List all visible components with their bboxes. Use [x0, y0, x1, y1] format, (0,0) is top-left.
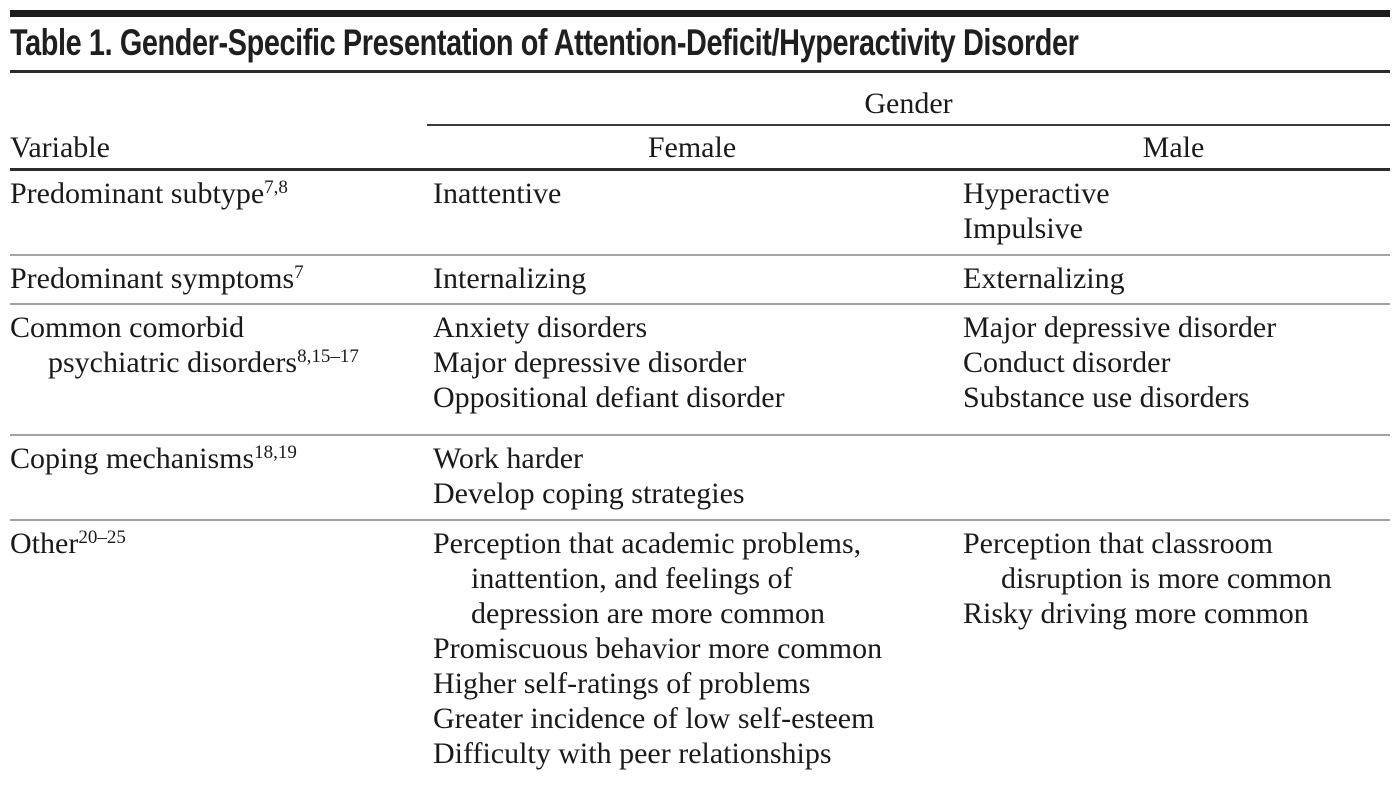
line-text: Predominant symptoms	[10, 262, 295, 295]
line-text: Common comorbid	[10, 311, 245, 344]
variable-cell: Common comorbid psychiatric disorders8,15…	[10, 305, 427, 434]
line-text: Promiscuous behavior more common	[433, 632, 883, 665]
line-text: Anxiety disorders	[433, 311, 648, 344]
cell-line: Predominant symptoms7	[10, 261, 427, 296]
cell-line: inattention, and feelings of	[433, 561, 957, 596]
line-text: Predominant subtype	[10, 177, 265, 210]
table-title: Table 1. Gender-Specific Presentation of…	[10, 22, 1079, 63]
cell-line: Anxiety disorders	[433, 310, 957, 345]
table-row: Predominant subtype7,8 Inattentive Hyperac…	[10, 171, 1390, 254]
cell-line: Develop coping strategies	[433, 476, 957, 511]
cell-line: disruption is more common	[963, 561, 1390, 596]
female-cell: Perception that academic problems, inatte…	[427, 521, 957, 788]
cell-line: Conduct disorder	[963, 345, 1390, 380]
table-row: Common comorbid psychiatric disorders8,15…	[10, 303, 1390, 434]
line-text: Externalizing	[963, 262, 1125, 295]
column-header-female: Female	[647, 131, 737, 164]
reference-superscript: 18,19	[254, 442, 297, 464]
column-header-variable: Variable	[10, 131, 110, 164]
table-title-block: Table 1. Gender-Specific Presentation of…	[10, 17, 1390, 73]
cell-line: Greater incidence of low self-esteem	[433, 701, 957, 736]
line-text: Perception that classroom	[963, 527, 1273, 560]
female-cell: Work harder Develop coping strategies	[427, 436, 957, 519]
cell-line: psychiatric disorders8,15–17	[10, 345, 427, 380]
table-body: Predominant subtype7,8 Inattentive Hyperac…	[10, 171, 1390, 788]
line-text: Work harder	[433, 442, 584, 475]
cell-line: Externalizing	[963, 261, 1390, 296]
female-cell: Inattentive	[427, 171, 957, 254]
reference-superscript: 7,8	[264, 177, 288, 199]
variable-cell: Predominant symptoms7	[10, 256, 427, 303]
line-text: Impulsive	[963, 212, 1083, 245]
line-text: Major depressive disorder	[963, 311, 1277, 344]
line-text: Internalizing	[433, 262, 587, 295]
male-cell	[957, 436, 1390, 519]
cell-line: Promiscuous behavior more common	[433, 631, 957, 666]
line-text: Perception that academic problems,	[433, 527, 862, 560]
spanner-spacer	[10, 73, 427, 126]
cell-line: Internalizing	[433, 261, 957, 296]
line-text: Difficulty with peer relationships	[433, 737, 832, 770]
cell-line: Substance use disorders	[963, 380, 1390, 415]
line-text: inattention, and feelings of	[471, 562, 793, 595]
table-row: Predominant symptoms7 Internalizing Extern…	[10, 254, 1390, 303]
line-text: Coping mechanisms	[10, 442, 255, 475]
line-text: Hyperactive	[963, 177, 1110, 210]
cell-line: Predominant subtype7,8	[10, 176, 427, 211]
line-text: Major depressive disorder	[433, 346, 747, 379]
cell-line: Hyperactive	[963, 176, 1390, 211]
cell-line: Inattentive	[433, 176, 957, 211]
cell-line: Impulsive	[963, 211, 1390, 246]
spanner-row: Gender	[10, 73, 1390, 126]
female-cell: Internalizing	[427, 256, 957, 303]
variable-cell: Predominant subtype7,8	[10, 171, 427, 254]
line-text: Risky driving more common	[963, 597, 1309, 630]
reference-superscript: 20–25	[78, 527, 126, 549]
cell-line: Higher self-ratings of problems	[433, 666, 957, 701]
cell-line: Work harder	[433, 441, 957, 476]
cell-line: Difficulty with peer relationships	[433, 736, 957, 771]
line-text: Greater incidence of low self-esteem	[433, 702, 875, 735]
cell-line: Major depressive disorder	[963, 310, 1390, 345]
cell-line: Common comorbid	[10, 310, 427, 345]
cell-line: Oppositional defiant disorder	[433, 380, 957, 415]
line-text: Develop coping strategies	[433, 477, 745, 510]
table-row: Coping mechanisms18,19 Work harder Develop…	[10, 434, 1390, 519]
line-text: Substance use disorders	[963, 381, 1250, 414]
cell-line: Coping mechanisms18,19	[10, 441, 427, 476]
cell-line: depression are more common	[433, 596, 957, 631]
cell-line: Perception that classroom	[963, 526, 1390, 561]
variable-cell: Coping mechanisms18,19	[10, 436, 427, 519]
column-header-male: Male	[1142, 131, 1205, 164]
male-cell: Hyperactive Impulsive	[957, 171, 1390, 254]
table-header: Gender Variable Female Male	[10, 73, 1390, 171]
line-text: Conduct disorder	[963, 346, 1171, 379]
gender-spanner-cell: Gender	[427, 73, 1390, 126]
variable-cell: Other20–25	[10, 521, 427, 788]
column-header-row: Variable Female Male	[10, 126, 1390, 168]
line-text: Oppositional defiant disorder	[433, 381, 785, 414]
cell-line: Major depressive disorder	[433, 345, 957, 380]
table-top-rule	[10, 10, 1390, 17]
reference-superscript: 7	[294, 262, 304, 284]
cell-line: Perception that academic problems,	[433, 526, 957, 561]
line-text: Inattentive	[433, 177, 562, 210]
line-text: depression are more common	[471, 597, 826, 630]
male-cell: Perception that classroom disruption is m…	[957, 521, 1390, 788]
cell-line: Other20–25	[10, 526, 427, 561]
line-text: Other	[10, 527, 79, 560]
table-row: Other20–25 Perception that academic probl…	[10, 519, 1390, 788]
line-text: disruption is more common	[1001, 562, 1332, 595]
line-text: Higher self-ratings of problems	[433, 667, 811, 700]
gender-spanner-label: Gender	[864, 87, 953, 120]
reference-superscript: 8,15–17	[297, 346, 359, 368]
male-cell: Major depressive disorder Conduct disorde…	[957, 305, 1390, 434]
male-cell: Externalizing	[957, 256, 1390, 303]
cell-line: Risky driving more common	[963, 596, 1390, 631]
line-text: psychiatric disorders	[48, 346, 298, 379]
female-cell: Anxiety disorders Major depressive disord…	[427, 305, 957, 434]
